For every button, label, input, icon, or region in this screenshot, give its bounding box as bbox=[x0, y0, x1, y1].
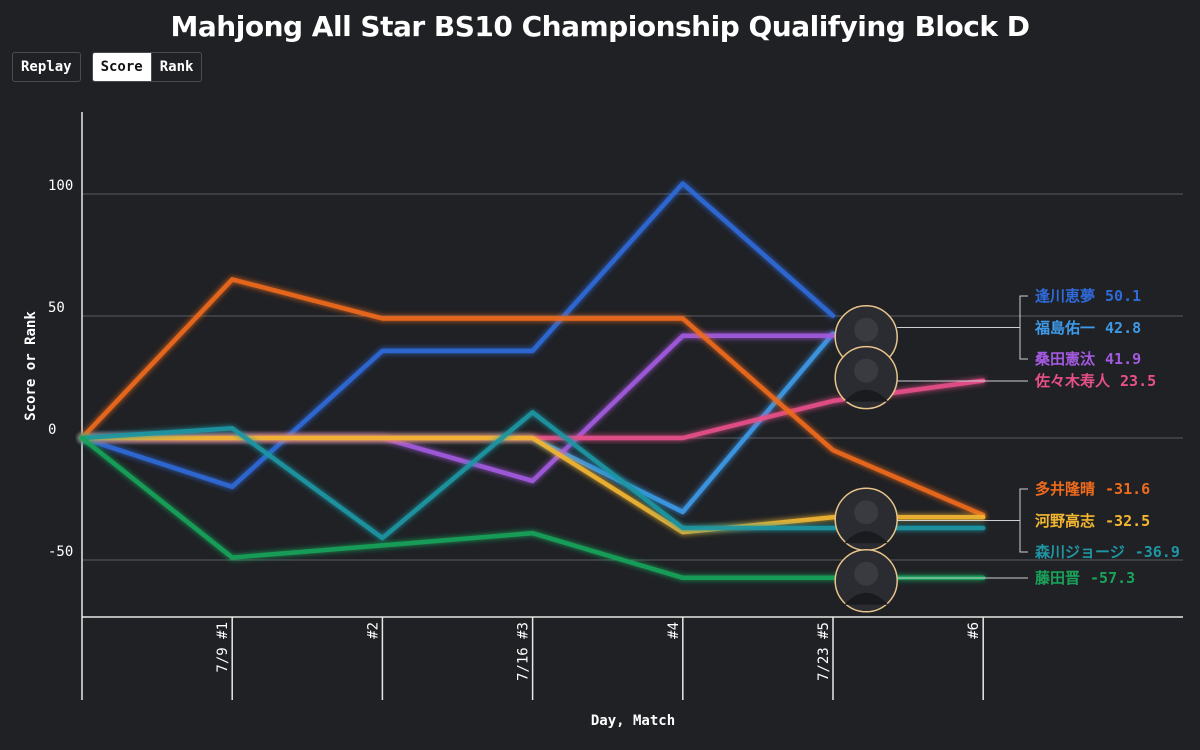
y-tick-label: 0 bbox=[48, 422, 56, 438]
y-tick-label: 100 bbox=[48, 178, 73, 194]
player-avatars bbox=[834, 304, 898, 613]
x-tick-label: #4 bbox=[666, 622, 682, 639]
series-line bbox=[79, 277, 986, 518]
x-tick-label: 7/23 #5 bbox=[816, 622, 832, 681]
series-line bbox=[79, 410, 986, 541]
player-avatar bbox=[834, 549, 898, 613]
axes: 100 50 0 -50 7/9 #1 #2 7/16 #3 #4 7/23 #5 #6 bbox=[48, 112, 1183, 700]
series-end-label: 桑田憲汰 41.9 bbox=[1035, 350, 1141, 368]
y-axis-title: Score or Rank bbox=[23, 311, 39, 421]
label-bracket bbox=[897, 295, 1028, 360]
series-line bbox=[79, 435, 986, 581]
score-toggle-button[interactable]: Score bbox=[91, 52, 152, 82]
grid-lines bbox=[82, 193, 1183, 561]
x-tick-label: 7/9 #1 bbox=[215, 622, 231, 673]
x-tick-label: 7/16 #3 bbox=[516, 622, 532, 681]
series-end-label: 森川ジョージ -36.9 bbox=[1035, 543, 1180, 561]
player-avatar bbox=[834, 345, 898, 410]
x-tick-label: #2 bbox=[365, 622, 381, 639]
series-end-label: 藤田晋 -57.3 bbox=[1035, 569, 1135, 587]
series-end-label: 佐々木寿人 23.5 bbox=[1034, 372, 1156, 390]
chart-title: Mahjong All Star BS10 Championship Quali… bbox=[170, 10, 1030, 43]
player-avatar bbox=[834, 487, 898, 552]
series-line bbox=[79, 331, 836, 515]
x-axis-title: Day, Match bbox=[591, 713, 675, 729]
y-tick-label: 50 bbox=[48, 300, 65, 316]
y-tick-label: -50 bbox=[48, 544, 73, 560]
replay-button[interactable]: Replay bbox=[12, 52, 81, 82]
series-line bbox=[79, 181, 836, 490]
rank-toggle-button[interactable]: Rank bbox=[151, 52, 203, 82]
end-labels: 逢川恵夢 50.1 福島佑一 42.8 桑田憲汰 41.9 佐々木寿人 23.5 多井隆晴 -31… bbox=[897, 287, 1180, 587]
series-line bbox=[79, 435, 986, 535]
series-lines bbox=[79, 181, 986, 581]
series-line bbox=[79, 333, 836, 484]
label-bracket bbox=[897, 488, 1028, 553]
series-end-label: 河野高志 -32.5 bbox=[1035, 512, 1150, 530]
view-controls: Replay Score Rank bbox=[12, 52, 203, 82]
series-end-label: 逢川恵夢 50.1 bbox=[1035, 287, 1141, 305]
x-tick-label: #6 bbox=[966, 622, 982, 639]
series-end-label: 福島佑一 42.8 bbox=[1034, 319, 1141, 337]
series-end-label: 多井隆晴 -31.6 bbox=[1035, 480, 1150, 498]
